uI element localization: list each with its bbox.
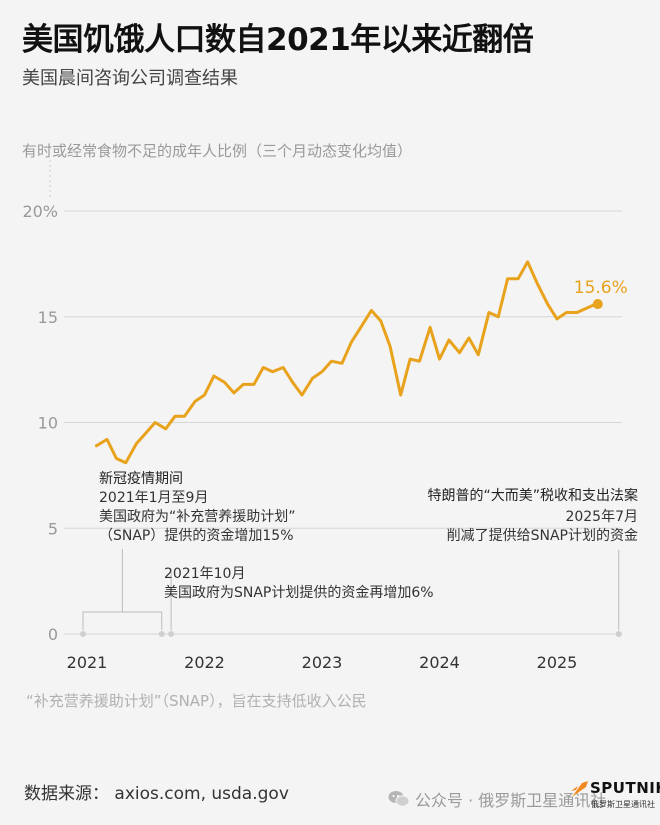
data-point	[183, 415, 186, 418]
covid-annotation-title: 新冠疫情期间	[99, 471, 183, 487]
data-point	[359, 326, 362, 329]
data-point	[232, 391, 235, 394]
data-point	[95, 444, 98, 447]
covid-annotation-line: 美国政府为“补充营养援助计划”	[99, 509, 296, 525]
data-point	[556, 317, 559, 320]
data-point	[585, 307, 588, 310]
data-point	[223, 381, 226, 384]
data-point	[477, 353, 480, 356]
data-point	[458, 351, 461, 354]
trump-annotation-line: 削减了提供给SNAP计划的资金	[447, 528, 638, 544]
x-tick-label: 2025	[537, 653, 578, 672]
y-tick-label: 15	[38, 308, 58, 327]
data-point	[438, 358, 441, 361]
data-point	[576, 311, 579, 314]
data-point	[115, 457, 118, 460]
data-point	[517, 277, 520, 280]
data-point	[242, 383, 245, 386]
data-point	[282, 366, 285, 369]
bracket-start-dot	[80, 631, 86, 637]
y-tick-label: 5	[48, 519, 58, 538]
data-point	[447, 339, 450, 342]
data-point	[154, 421, 157, 424]
data-point	[301, 394, 304, 397]
last-value-label: 15.6%	[574, 278, 628, 298]
wechat-credit: 公众号 · 俄罗斯卫星通讯社	[388, 787, 606, 811]
covid-annotation-date: 2021年1月至9月	[99, 490, 208, 506]
last-point-dot	[592, 299, 603, 310]
line-chart: 0 5 10 15 20% 2021 2022 2023 2024 2025 15.6% 新冠疫情期间…	[22, 160, 638, 672]
data-point	[252, 383, 255, 386]
data-point	[212, 375, 215, 378]
sputnik-logo: SPUTNIK 俄罗斯卫星通讯社	[570, 779, 660, 815]
data-point	[370, 309, 373, 312]
y-tick-label: 0	[48, 625, 58, 644]
data-point	[144, 432, 147, 435]
y-tick-label: 10	[38, 414, 58, 433]
wechat-icon	[388, 790, 410, 808]
sputnik-logo-icon	[571, 781, 588, 797]
data-point	[106, 438, 109, 441]
oct-2021-dot	[168, 631, 175, 637]
y-tick-label: 20%	[22, 202, 58, 221]
data-point	[164, 427, 167, 430]
data-point	[497, 315, 500, 318]
data-point	[487, 311, 490, 314]
x-tick-label: 2021	[67, 653, 108, 672]
logo-subtext: 俄罗斯卫星通讯社	[591, 800, 655, 809]
data-point	[291, 381, 294, 384]
data-point	[311, 377, 314, 380]
chart-title: 美国饥饿人口数自2021年以来近翻倍	[22, 22, 534, 58]
x-tick-label: 2023	[302, 653, 343, 672]
oct-2021-annotation-line: 美国政府为SNAP计划提供的资金再增加6%	[164, 585, 434, 601]
trump-dot	[615, 631, 622, 637]
wechat-text: 公众号 · 俄罗斯卫星通讯社	[415, 791, 607, 810]
data-point	[203, 394, 206, 397]
data-point	[341, 362, 344, 365]
data-point	[262, 366, 265, 369]
data-point	[174, 415, 177, 418]
data-point	[546, 303, 549, 306]
data-point	[467, 336, 470, 339]
x-tick-label: 2022	[184, 653, 225, 672]
data-point	[271, 370, 274, 373]
logo-wordmark: SPUTNIK	[590, 779, 660, 797]
data-point	[418, 360, 421, 363]
footer-note: “补充营养援助计划”（SNAP），旨在支持低收入公民	[26, 692, 367, 710]
data-point	[429, 326, 432, 329]
covid-annotation-line: （SNAP）提供的资金增加15%	[99, 528, 294, 544]
data-point	[526, 260, 529, 263]
trump-annotation-date: 2025年7月	[565, 509, 638, 525]
trump-annotation-title: 特朗普的“大而美”税收和支出法案	[427, 487, 638, 504]
data-point	[399, 394, 402, 397]
data-point	[506, 277, 509, 280]
oct-2021-annotation-date: 2021年10月	[164, 566, 245, 582]
data-point	[350, 341, 353, 344]
bracket-line	[82, 611, 163, 630]
data-point	[536, 281, 539, 284]
y-axis-caption: 有时或经常食物不足的成年人比例（三个月动态变化均值）	[22, 142, 413, 160]
data-point	[389, 345, 392, 348]
data-point	[135, 442, 138, 445]
data-point	[330, 360, 333, 363]
chart-subtitle: 美国晨间咨询公司调查结果	[22, 68, 238, 89]
data-point	[124, 461, 127, 464]
data-point	[565, 311, 568, 314]
series-line	[94, 260, 598, 465]
data-point	[379, 320, 382, 323]
data-point	[409, 358, 412, 361]
x-tick-label: 2024	[419, 653, 460, 672]
data-point	[194, 400, 197, 403]
data-source: 数据来源： axios.com, usda.gov	[24, 784, 289, 804]
bracket-end-dot	[158, 631, 165, 637]
data-point	[321, 370, 324, 373]
